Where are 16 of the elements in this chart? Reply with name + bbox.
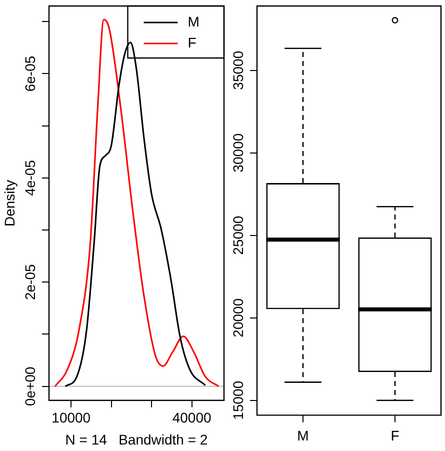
y-tick-label: 30000 — [230, 133, 246, 172]
y-tick-label: 4e-05 — [22, 160, 38, 196]
line-series — [54, 18, 220, 388]
y-tick-label: 20000 — [230, 298, 246, 338]
y-tick-label: 35000 — [230, 50, 246, 90]
y-axis-title: Density — [1, 180, 18, 227]
y-tick-label: 15000 — [230, 380, 246, 420]
x-tick-label: 10000 — [52, 410, 91, 426]
legend-label: M — [188, 13, 200, 30]
x-tick-label: 40000 — [172, 410, 212, 426]
y-tick-label: 25000 — [230, 216, 246, 255]
y-tick-label: 6e-05 — [22, 56, 38, 92]
y-tick-label: 2e-05 — [22, 264, 38, 300]
y-tick-label: 0e+00 — [22, 366, 38, 406]
legend-label: F — [188, 34, 196, 50]
x-axis-title: N = 14 Bandwidth = 2 — [65, 431, 208, 448]
